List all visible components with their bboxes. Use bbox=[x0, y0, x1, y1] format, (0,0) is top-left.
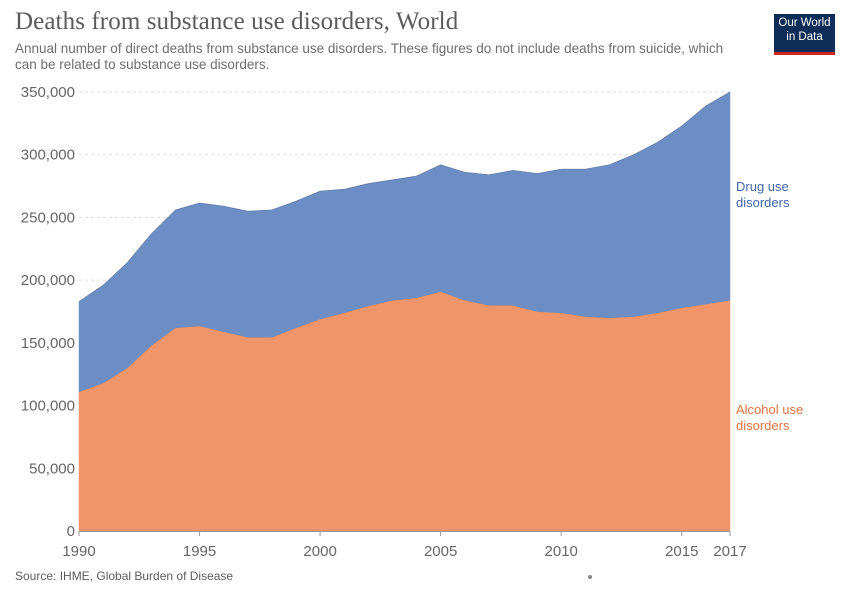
y-tick-label: 0 bbox=[67, 523, 75, 540]
chart-subtitle: Annual number of direct deaths from subs… bbox=[15, 41, 724, 72]
series-label: Alcohol use disorders bbox=[736, 402, 803, 433]
x-tick-label: 2015 bbox=[665, 543, 698, 560]
y-tick-label: 200,000 bbox=[21, 272, 75, 289]
y-tick-label: 250,000 bbox=[21, 209, 75, 226]
area-layers bbox=[78, 91, 731, 532]
x-tick-label: 1995 bbox=[183, 543, 216, 560]
x-tick-label: 2017 bbox=[713, 543, 746, 560]
y-tick-label: 350,000 bbox=[21, 84, 75, 101]
source-note: Source: IHME, Global Burden of Disease bbox=[15, 569, 234, 583]
y-axis: 0 50,000 100,000 150,000 200,000 250,000 300,0… bbox=[21, 84, 75, 540]
area-edge bbox=[78, 91, 731, 302]
owid-logo[interactable]: Our World in Data bbox=[774, 14, 835, 55]
x-tick-label: 2010 bbox=[545, 543, 578, 560]
series-label-line: disorders bbox=[736, 195, 790, 210]
x-tick-label: 2005 bbox=[424, 543, 457, 560]
x-tick-label: 1990 bbox=[62, 543, 95, 560]
series-label-line: Alcohol use bbox=[736, 402, 803, 417]
dot-marker bbox=[588, 575, 592, 579]
y-tick-label: 100,000 bbox=[21, 398, 75, 415]
x-axis: 1990 1995 2000 2005 2010 2015 2017 bbox=[62, 531, 747, 560]
y-tick-label: 150,000 bbox=[21, 335, 75, 352]
y-tick-label: 300,000 bbox=[21, 147, 75, 164]
series-label-line: Drug use bbox=[736, 179, 789, 194]
logo-line-1: Our World bbox=[778, 17, 831, 29]
series-label-line: disorders bbox=[736, 418, 790, 433]
chart-title: Deaths from substance use disorders, Wor… bbox=[15, 8, 459, 35]
x-tick-label: 2000 bbox=[303, 543, 336, 560]
logo-line-2: in Data bbox=[786, 31, 823, 43]
series-label: Drug use disorders bbox=[736, 179, 790, 210]
y-tick-label: 50,000 bbox=[29, 460, 75, 477]
area-drug-use-disorders[interactable] bbox=[78, 91, 731, 393]
